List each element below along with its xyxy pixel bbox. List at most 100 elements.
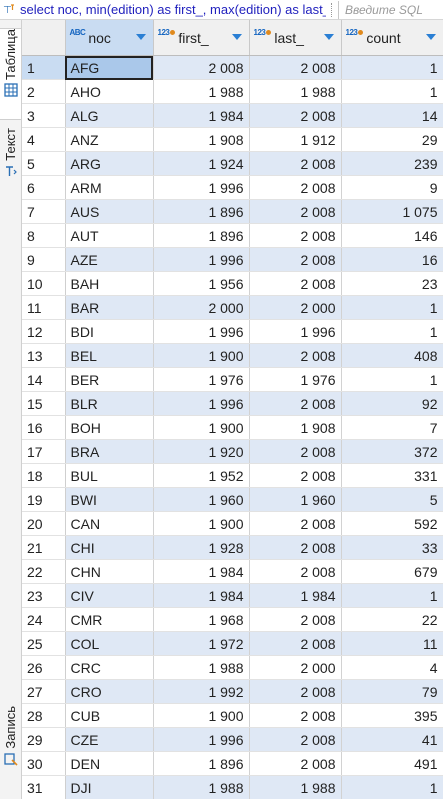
column-header-first[interactable]: 123 first_ <box>153 20 250 56</box>
cell-first[interactable]: 1 984 <box>153 559 250 584</box>
table-row[interactable]: 15 BLR 1 996 2 008 92 <box>22 391 443 416</box>
cell-last[interactable]: 2 008 <box>249 439 342 464</box>
table-row[interactable]: 17 BRA 1 920 2 008 372 <box>22 439 443 464</box>
cell-count[interactable]: 7 <box>341 415 443 440</box>
table-row[interactable]: 12 BDI 1 996 1 996 1 <box>22 319 443 344</box>
column-header-noc[interactable]: ABC noc <box>65 20 154 56</box>
cell-last[interactable]: 2 008 <box>249 247 342 272</box>
cell-noc[interactable]: AZE <box>65 247 154 272</box>
cell-last[interactable]: 1 988 <box>249 775 342 799</box>
cell-count[interactable]: 331 <box>341 463 443 488</box>
row-number[interactable]: 29 <box>22 727 66 752</box>
row-number[interactable]: 31 <box>22 775 66 799</box>
row-number[interactable]: 1 <box>22 55 66 80</box>
cell-last[interactable]: 2 008 <box>249 103 342 128</box>
row-number[interactable]: 20 <box>22 511 66 536</box>
row-number[interactable]: 14 <box>22 367 66 392</box>
cell-noc[interactable]: CIV <box>65 583 154 608</box>
row-number[interactable]: 28 <box>22 703 66 728</box>
table-row[interactable]: 16 BOH 1 900 1 908 7 <box>22 415 443 440</box>
cell-noc[interactable]: BOH <box>65 415 154 440</box>
row-number[interactable]: 7 <box>22 199 66 224</box>
cell-last[interactable]: 1 988 <box>249 79 342 104</box>
cell-noc[interactable]: DEN <box>65 751 154 776</box>
cell-first[interactable]: 1 996 <box>153 391 250 416</box>
cell-count[interactable]: 92 <box>341 391 443 416</box>
cell-last[interactable]: 1 960 <box>249 487 342 512</box>
row-number[interactable]: 27 <box>22 679 66 704</box>
cell-count[interactable]: 372 <box>341 439 443 464</box>
cell-last[interactable]: 2 008 <box>249 559 342 584</box>
cell-noc[interactable]: DJI <box>65 775 154 799</box>
cell-first[interactable]: 1 900 <box>153 343 250 368</box>
table-row[interactable]: 7 AUS 1 896 2 008 1 075 <box>22 199 443 224</box>
cell-last[interactable]: 2 008 <box>249 271 342 296</box>
table-row[interactable]: 14 BER 1 976 1 976 1 <box>22 367 443 392</box>
cell-noc[interactable]: CHI <box>65 535 154 560</box>
cell-first[interactable]: 2 000 <box>153 295 250 320</box>
row-number[interactable]: 2 <box>22 79 66 104</box>
cell-count[interactable]: 1 <box>341 295 443 320</box>
cell-count[interactable]: 1 <box>341 775 443 799</box>
row-number[interactable]: 4 <box>22 127 66 152</box>
cell-last[interactable]: 2 008 <box>249 463 342 488</box>
cell-noc[interactable]: BLR <box>65 391 154 416</box>
cell-noc[interactable]: ARG <box>65 151 154 176</box>
table-row[interactable]: 27 CRO 1 992 2 008 79 <box>22 679 443 704</box>
cell-first[interactable]: 1 900 <box>153 415 250 440</box>
filter-icon[interactable]: ⊤ <box>3 3 15 16</box>
cell-noc[interactable]: CHN <box>65 559 154 584</box>
row-number[interactable]: 12 <box>22 319 66 344</box>
table-row[interactable]: 10 BAH 1 956 2 008 23 <box>22 271 443 296</box>
cell-first[interactable]: 1 908 <box>153 127 250 152</box>
cell-count[interactable]: 23 <box>341 271 443 296</box>
cell-count[interactable]: 9 <box>341 175 443 200</box>
cell-first[interactable]: 1 988 <box>153 655 250 680</box>
cell-first[interactable]: 1 996 <box>153 247 250 272</box>
cell-count[interactable]: 1 075 <box>341 199 443 224</box>
row-number[interactable]: 21 <box>22 535 66 560</box>
cell-noc[interactable]: BEL <box>65 343 154 368</box>
cell-first[interactable]: 1 952 <box>153 463 250 488</box>
row-number[interactable]: 13 <box>22 343 66 368</box>
cell-count[interactable]: 1 <box>341 55 443 80</box>
row-number[interactable]: 16 <box>22 415 66 440</box>
cell-last[interactable]: 2 008 <box>249 391 342 416</box>
cell-last[interactable]: 2 008 <box>249 631 342 656</box>
cell-last[interactable]: 2 008 <box>249 607 342 632</box>
cell-count[interactable]: 33 <box>341 535 443 560</box>
cell-noc[interactable]: BER <box>65 367 154 392</box>
cell-first[interactable]: 1 992 <box>153 679 250 704</box>
table-row[interactable]: 19 BWI 1 960 1 960 5 <box>22 487 443 512</box>
cell-last[interactable]: 1 996 <box>249 319 342 344</box>
cell-count[interactable]: 592 <box>341 511 443 536</box>
sort-icon[interactable] <box>425 34 436 40</box>
row-number[interactable]: 5 <box>22 151 66 176</box>
cell-noc[interactable]: AHO <box>65 79 154 104</box>
cell-first[interactable]: 1 956 <box>153 271 250 296</box>
cell-last[interactable]: 1 984 <box>249 583 342 608</box>
table-row[interactable]: 24 CMR 1 968 2 008 22 <box>22 607 443 632</box>
table-row[interactable]: 23 CIV 1 984 1 984 1 <box>22 583 443 608</box>
cell-first[interactable]: 2 008 <box>153 55 250 80</box>
cell-noc[interactable]: CMR <box>65 607 154 632</box>
table-row[interactable]: 11 BAR 2 000 2 000 1 <box>22 295 443 320</box>
cell-noc[interactable]: COL <box>65 631 154 656</box>
row-number[interactable]: 3 <box>22 103 66 128</box>
row-number[interactable]: 30 <box>22 751 66 776</box>
cell-count[interactable]: 395 <box>341 703 443 728</box>
table-row[interactable]: 25 COL 1 972 2 008 11 <box>22 631 443 656</box>
row-number[interactable]: 19 <box>22 487 66 512</box>
cell-noc[interactable]: ARM <box>65 175 154 200</box>
cell-count[interactable]: 491 <box>341 751 443 776</box>
tab-record[interactable]: Запись <box>0 706 21 776</box>
cell-noc[interactable]: ALG <box>65 103 154 128</box>
cell-count[interactable]: 41 <box>341 727 443 752</box>
cell-count[interactable]: 22 <box>341 607 443 632</box>
row-number[interactable]: 26 <box>22 655 66 680</box>
cell-first[interactable]: 1 900 <box>153 511 250 536</box>
cell-last[interactable]: 2 000 <box>249 655 342 680</box>
row-number[interactable]: 9 <box>22 247 66 272</box>
column-header-last[interactable]: 123 last_ <box>249 20 342 56</box>
cell-last[interactable]: 2 008 <box>249 175 342 200</box>
